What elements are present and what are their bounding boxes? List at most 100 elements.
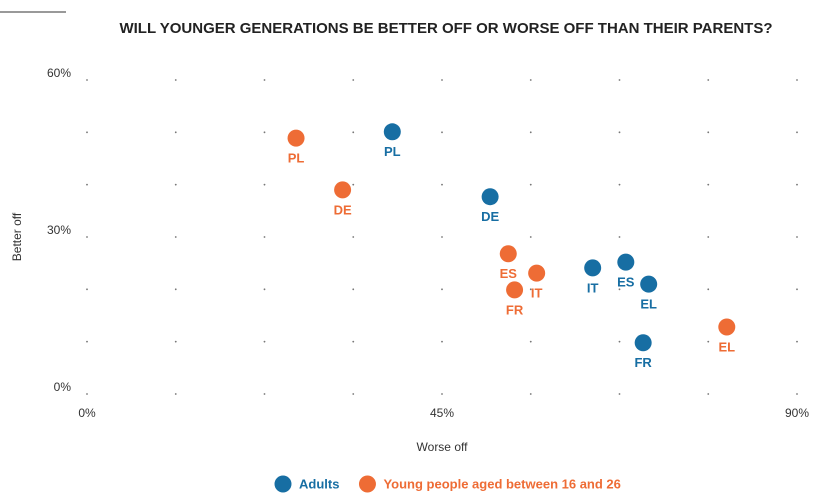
point-label: PL — [384, 144, 401, 159]
grid-dot — [352, 288, 355, 291]
point — [287, 129, 305, 147]
grid-dot — [796, 288, 798, 291]
grid-dot — [263, 79, 266, 81]
grid-dot — [618, 236, 621, 238]
grid-dot — [796, 340, 798, 343]
grid-dot — [707, 393, 710, 395]
point-label: PL — [288, 151, 305, 166]
grid-dot — [86, 340, 88, 343]
point-label: EL — [718, 339, 735, 354]
grid-dot — [618, 393, 621, 395]
legend-marker — [358, 475, 376, 493]
grid-dot — [86, 183, 88, 186]
grid-dot — [707, 288, 710, 291]
point — [481, 188, 499, 206]
point-label: IT — [587, 280, 599, 295]
grid-dot — [618, 183, 621, 186]
grid-dot — [441, 393, 443, 395]
grid-dot — [529, 79, 532, 81]
grid-dot — [707, 236, 710, 238]
grid-dot — [174, 183, 177, 186]
grid-dot — [796, 236, 798, 238]
grid-dot — [86, 131, 88, 134]
point — [383, 123, 401, 141]
legend-label: Adults — [299, 476, 339, 491]
grid-dot — [796, 393, 798, 395]
point-label: DE — [334, 202, 352, 217]
chart-title: WILL YOUNGER GENERATIONS BE BETTER OFF O… — [119, 20, 772, 37]
grid-dot — [441, 183, 443, 186]
grid-dot — [618, 79, 621, 81]
grid-dot — [529, 183, 532, 186]
grid-dot — [529, 288, 532, 291]
point-label: ES — [617, 275, 635, 290]
point-label: IT — [531, 286, 543, 301]
grid-dot — [352, 183, 355, 186]
grid-dot — [529, 393, 532, 395]
grid-dot — [174, 393, 177, 395]
grid-dot — [441, 236, 443, 238]
grid-dot — [441, 131, 443, 134]
grid-dot — [86, 79, 88, 81]
grid-dot — [441, 288, 443, 291]
point-label: FR — [634, 355, 652, 370]
grid-dot — [529, 236, 532, 238]
grid-dot — [441, 79, 443, 81]
point — [506, 281, 524, 299]
x-tick-label: 0% — [78, 406, 96, 420]
y-tick-label: 30% — [47, 223, 71, 237]
grid-dot — [529, 340, 532, 343]
legend-marker — [274, 475, 292, 493]
grid-dot — [174, 288, 177, 291]
grid-dot — [707, 79, 710, 81]
grid-dot — [618, 288, 621, 291]
point — [528, 264, 546, 282]
grid-dot — [707, 131, 710, 134]
grid-dot — [352, 236, 355, 238]
point — [499, 245, 517, 263]
grid-dot — [86, 393, 88, 395]
point — [617, 253, 635, 271]
grid-dot — [263, 183, 266, 186]
point — [640, 275, 658, 293]
grid-dot — [707, 183, 710, 186]
grid-dot — [796, 79, 798, 81]
grid-dot — [263, 340, 266, 343]
grid-dot — [174, 79, 177, 81]
grid-dot — [352, 131, 355, 134]
point — [584, 259, 602, 277]
grid-dot — [263, 393, 266, 395]
grid-dot — [352, 340, 355, 343]
grid-dot — [796, 183, 798, 186]
x-tick-label: 90% — [785, 406, 809, 420]
grid-dot — [618, 131, 621, 134]
grid-dot — [86, 288, 88, 291]
x-axis-label: Worse off — [417, 440, 469, 454]
grid-dot — [529, 131, 532, 134]
legend-label: Young people aged between 16 and 26 — [383, 476, 620, 491]
grid-dot — [174, 340, 177, 343]
grid-dot — [618, 340, 621, 343]
grid-dot — [86, 236, 88, 238]
point-label: EL — [640, 297, 657, 312]
point-label: DE — [481, 209, 499, 224]
grid-dot — [796, 131, 798, 134]
x-tick-label: 45% — [430, 406, 454, 420]
grid-dot — [174, 236, 177, 238]
point-label: FR — [506, 302, 524, 317]
y-axis-label: Better off — [10, 212, 24, 261]
grid-dot — [263, 288, 266, 291]
grid-dot — [263, 131, 266, 134]
point — [634, 334, 652, 352]
grid-dot — [707, 340, 710, 343]
point — [718, 318, 736, 336]
grid-dot — [441, 340, 443, 343]
y-tick-label: 60% — [47, 66, 71, 80]
grid-dot — [352, 79, 355, 81]
grid-dot — [263, 236, 266, 238]
point — [334, 181, 352, 199]
grid-dot — [352, 393, 355, 395]
point-label: ES — [500, 266, 518, 281]
grid-dot — [174, 131, 177, 134]
